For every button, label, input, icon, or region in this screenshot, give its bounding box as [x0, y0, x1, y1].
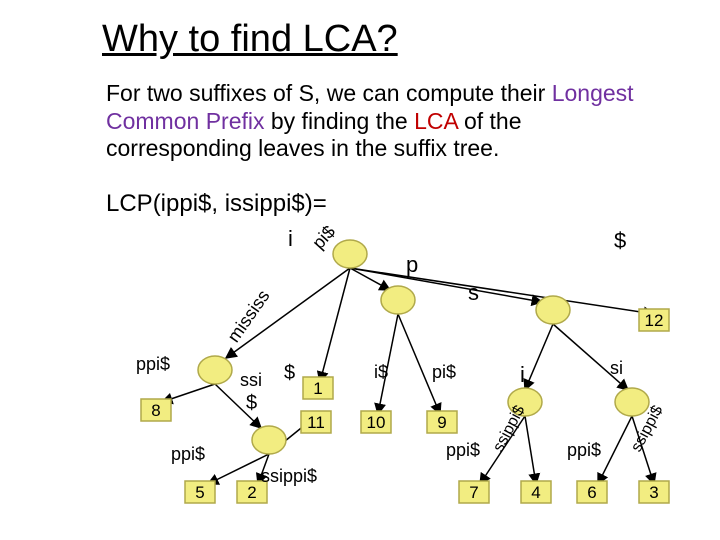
leaf-label: 1: [313, 379, 322, 398]
edge-label: i: [288, 226, 293, 252]
leaf-label: 12: [645, 311, 664, 330]
internal-node: [333, 240, 367, 268]
edge-label: pi$: [432, 362, 456, 383]
leaf-label: 5: [195, 483, 204, 502]
edge-label: ppi$: [567, 440, 601, 461]
edge-label: si: [610, 358, 623, 379]
edge-label: p: [406, 252, 418, 278]
internal-node: [536, 296, 570, 324]
edge-label: ssi: [240, 370, 262, 391]
suffix-tree-svg: 1 8 11 10 9 12 5 2 7 4 6 3: [0, 0, 720, 540]
leaf-label: 11: [307, 413, 325, 432]
leaf-label: 6: [587, 483, 596, 502]
edge-label: ppi$: [446, 440, 480, 461]
internal-node: [198, 356, 232, 384]
edge-label: ppi$: [171, 444, 205, 465]
tree-edge: [525, 416, 536, 484]
leaf-label: 7: [469, 483, 478, 502]
tree-edge: [525, 324, 553, 390]
edge-label: i$: [374, 362, 388, 383]
edge-label: $: [614, 228, 626, 254]
leaf-label: 2: [247, 483, 256, 502]
edge-label: ppi$: [136, 354, 170, 375]
leaf-label: 3: [649, 483, 658, 502]
leaf-label: 10: [367, 413, 386, 432]
tree-edge: [553, 324, 628, 390]
internal-node: [252, 426, 286, 454]
edge-label: s: [468, 280, 479, 306]
tree-edge: [320, 268, 350, 382]
edge-label: $: [246, 392, 257, 415]
edge-label: i: [520, 362, 525, 388]
leaf-label: 4: [531, 483, 540, 502]
edge-label: ssippi$: [261, 466, 317, 487]
internal-node: [381, 286, 415, 314]
tree-edge: [598, 416, 632, 484]
edge-label: $: [284, 362, 295, 385]
leaf-label: 8: [151, 401, 160, 420]
leaf-label: 9: [437, 413, 446, 432]
internal-node: [615, 388, 649, 416]
